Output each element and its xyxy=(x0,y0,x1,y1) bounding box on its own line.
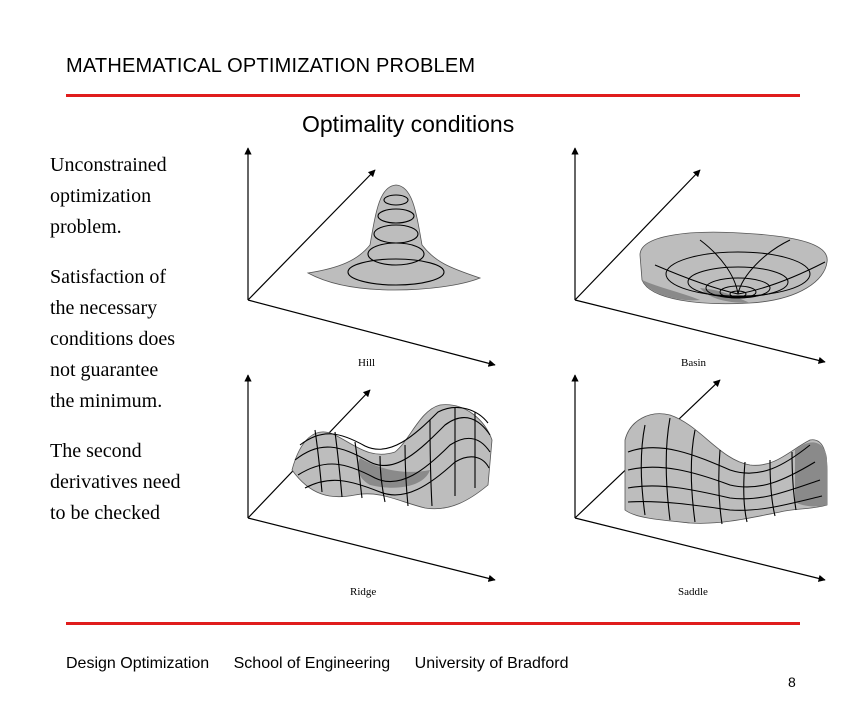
header-title: MATHEMATICAL OPTIMIZATION PROBLEM xyxy=(66,55,476,77)
paragraph-2: Satisfaction of the necessary conditions… xyxy=(50,262,240,417)
hill-panel: Hill xyxy=(244,147,496,369)
text-line: derivatives need xyxy=(50,471,181,493)
basin-panel: Basin xyxy=(571,147,828,369)
text-line: Satisfaction of xyxy=(50,266,167,288)
footer-course: Design Optimization xyxy=(66,655,210,672)
top-divider xyxy=(66,94,800,97)
text-line: optimization xyxy=(50,185,152,207)
basin-contours xyxy=(654,239,826,299)
ridge-grid xyxy=(294,407,491,507)
page-number: 8 xyxy=(788,674,796,690)
text-line: not guarantee xyxy=(50,359,159,381)
text-line: problem. xyxy=(50,216,122,238)
ridge-label: Ridge xyxy=(350,586,376,598)
basin-axes xyxy=(571,147,826,364)
text-line: conditions does xyxy=(50,328,175,350)
text-line: Unconstrained xyxy=(50,154,167,176)
footer-school: School of Engineering xyxy=(233,655,391,672)
hill-axes xyxy=(244,147,496,367)
body-text: Unconstrained optimization problem. Sati… xyxy=(50,150,240,548)
ridge-panel: Ridge xyxy=(244,374,496,598)
slide-title: Optimality conditions xyxy=(302,111,515,137)
text-line: the necessary xyxy=(50,297,158,319)
saddle-grid xyxy=(627,417,823,525)
saddle-label: Saddle xyxy=(678,586,708,598)
text-line: to be checked xyxy=(50,502,160,524)
basin-label: Basin xyxy=(681,357,707,369)
bottom-divider xyxy=(66,622,800,625)
paragraph-1: Unconstrained optimization problem. xyxy=(50,150,240,243)
footer: Design Optimization School of Engineerin… xyxy=(66,655,588,673)
hill-label: Hill xyxy=(358,357,375,369)
basin-surface xyxy=(639,231,828,305)
surface-figure: Hill Basin xyxy=(230,140,830,610)
hill-contours xyxy=(347,194,445,286)
text-line: The second xyxy=(50,440,142,462)
footer-university: University of Bradford xyxy=(414,655,569,672)
hill-surface xyxy=(306,184,482,291)
paragraph-3: The second derivatives need to be checke… xyxy=(50,436,240,529)
saddle-panel: Saddle xyxy=(571,374,828,598)
surface-illustration: Hill Basin xyxy=(244,147,828,598)
ridge-surface xyxy=(291,404,493,510)
text-line: the minimum. xyxy=(50,390,163,412)
